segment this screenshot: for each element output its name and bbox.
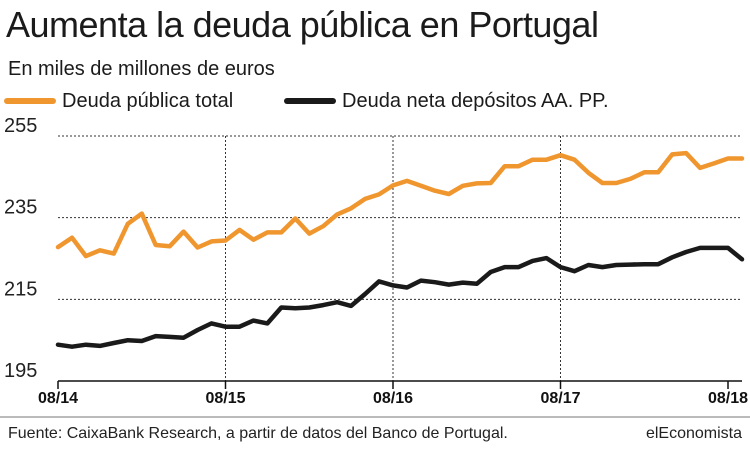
legend-label-deuda-total: Deuda pública total — [62, 89, 234, 112]
series-line-deuda-total — [55, 150, 745, 259]
series-line-deuda-neta — [55, 245, 745, 349]
x-tick-label-08/14: 08/14 — [38, 390, 78, 407]
x-tick-label-08/15: 08/15 — [205, 390, 245, 407]
y-tick-label-235: 235 — [4, 197, 37, 219]
x-tick-label-08/16: 08/16 — [373, 390, 413, 407]
source-note: Fuente: CaixaBank Research, a partir de … — [8, 425, 508, 442]
legend-label-deuda-neta: Deuda neta depósitos AA. PP. — [342, 89, 609, 112]
y-tick-label-195: 195 — [4, 360, 37, 382]
chart-subtitle: En miles de millones de euros — [8, 58, 275, 80]
brand-logo-text: elEconomista — [645, 425, 742, 442]
legend-swatch-orange — [4, 98, 56, 104]
y-tick-label-255: 255 — [4, 115, 37, 137]
legend-item-deuda-total: Deuda pública total — [4, 88, 233, 114]
x-tick-label-08/17: 08/17 — [540, 390, 580, 407]
grid — [58, 135, 742, 381]
chart-legend: Deuda pública total Deuda neta depósitos… — [0, 88, 750, 114]
y-tick-label-215: 215 — [4, 278, 37, 300]
x-tick-label-08/18: 08/18 — [708, 390, 748, 407]
legend-swatch-black — [284, 98, 336, 104]
axes — [0, 380, 750, 418]
chart-title: Aumenta la deuda pública en Portugal — [6, 4, 599, 45]
series — [55, 150, 745, 349]
legend-item-deuda-neta: Deuda neta depósitos AA. PP. — [284, 88, 609, 114]
